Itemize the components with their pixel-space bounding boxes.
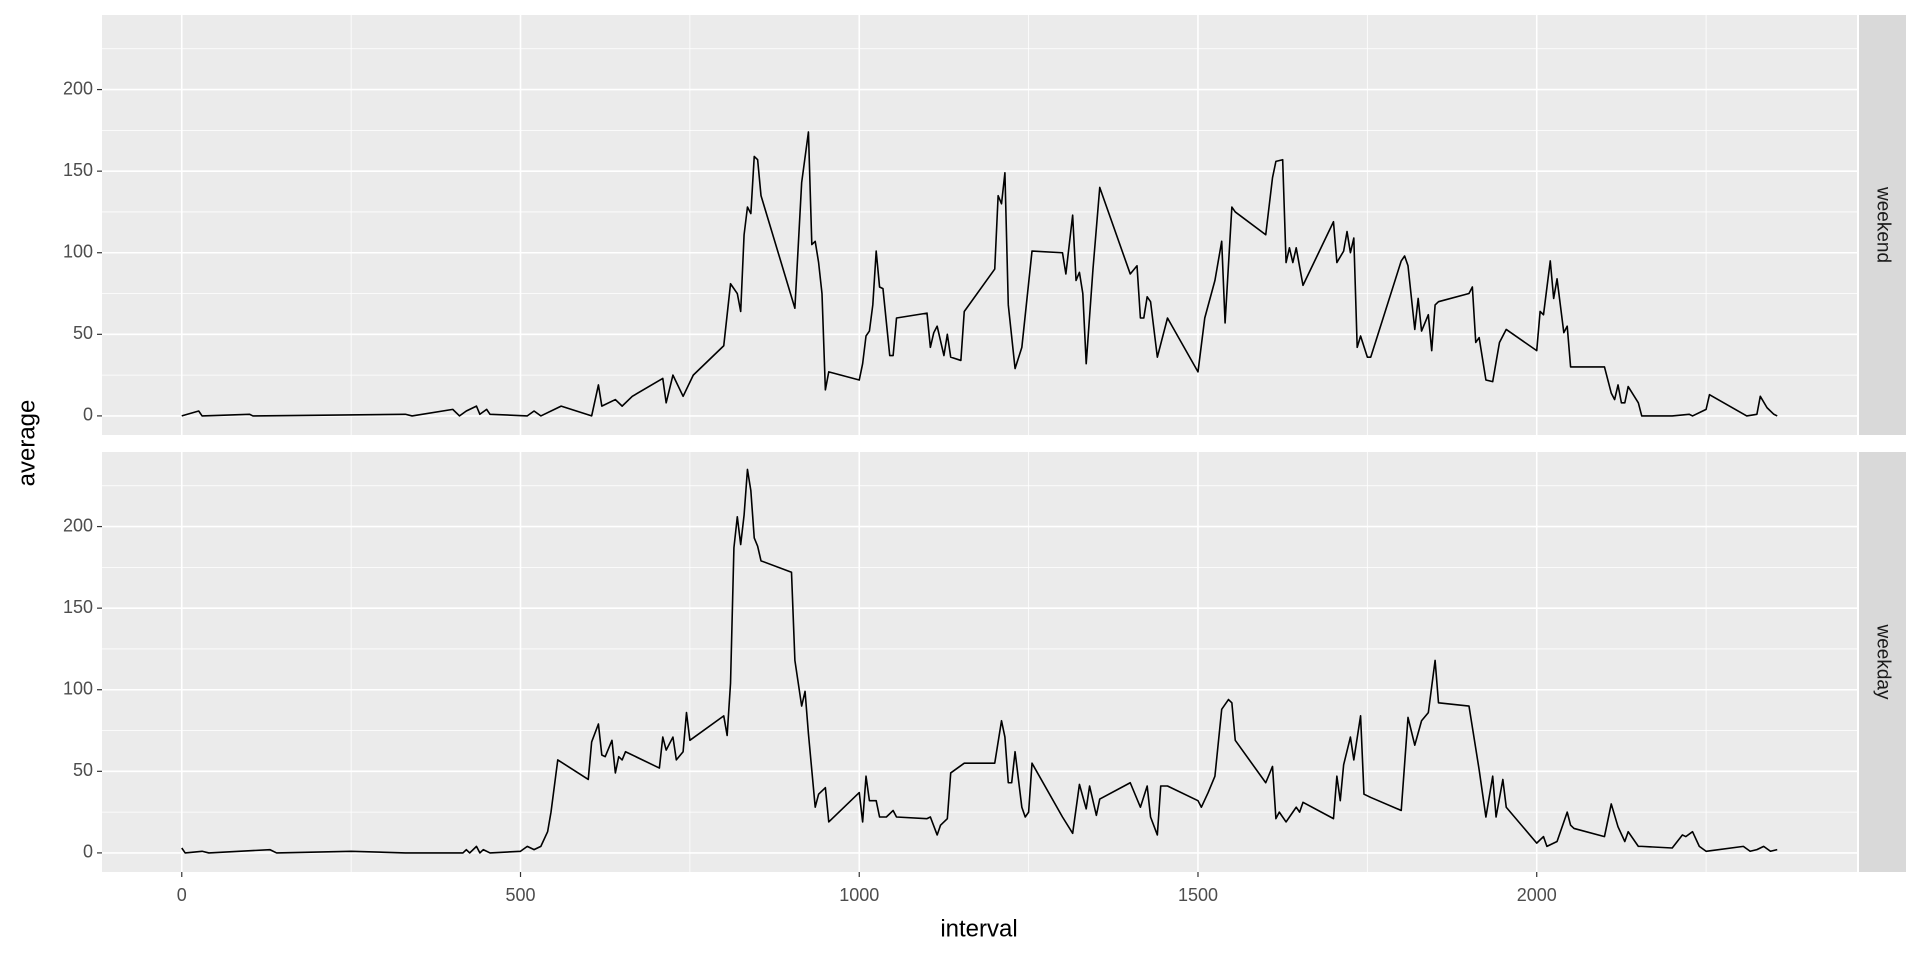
x-tick-label: 500 [505, 885, 535, 905]
x-tick-label: 1500 [1178, 885, 1218, 905]
strip-background [1859, 15, 1906, 435]
x-tick-label: 0 [177, 885, 187, 905]
data-line [181, 131, 1778, 417]
y-tick-label: 150 [63, 597, 93, 617]
x-axis-title: interval [940, 915, 1017, 942]
y-tick-label: 100 [63, 241, 93, 261]
x-tick-label: 1000 [839, 885, 879, 905]
data-line [181, 468, 1778, 854]
strip-background [1859, 452, 1906, 872]
y-axis-title: average [13, 400, 40, 487]
panel-background [102, 15, 1857, 435]
y-tick-label: 50 [73, 760, 93, 780]
panel-background [102, 452, 1857, 872]
y-tick-label: 50 [73, 323, 93, 343]
y-tick-label: 200 [63, 515, 93, 535]
y-tick-label: 200 [63, 78, 93, 98]
y-tick-label: 0 [83, 405, 93, 425]
y-tick-label: 0 [83, 842, 93, 862]
strip-label: weekend [1872, 186, 1893, 263]
y-tick-label: 100 [63, 678, 93, 698]
strip-label: weekday [1872, 624, 1893, 700]
x-tick-label: 2000 [1517, 885, 1557, 905]
y-tick-label: 150 [63, 160, 93, 180]
